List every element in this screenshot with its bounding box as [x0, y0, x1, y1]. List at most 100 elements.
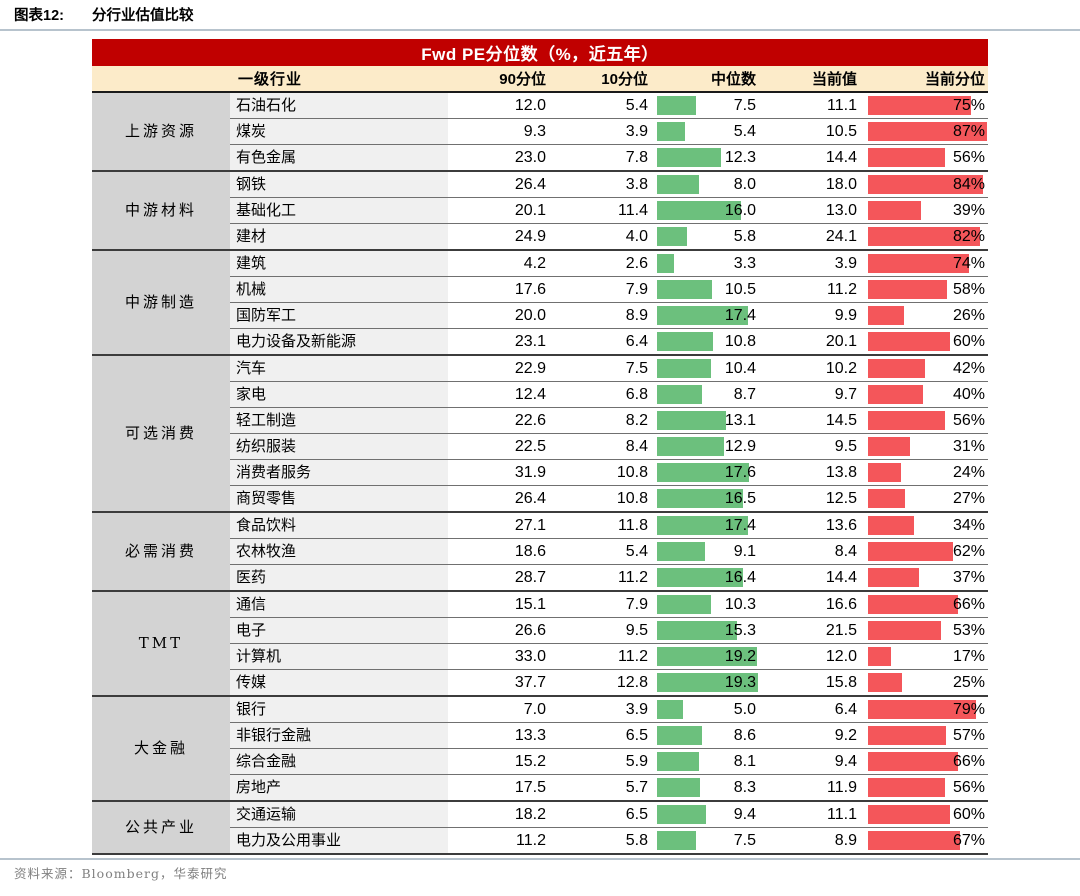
industry-cell: 交通运输 — [229, 801, 448, 828]
industry-cell: 有色金属 — [229, 144, 448, 172]
percentile-value: 39% — [953, 202, 986, 219]
percentile-value: 57% — [953, 727, 986, 744]
sector-cell: 上游资源 — [91, 92, 230, 172]
percentile-value: 74% — [953, 255, 986, 272]
industry-cell: 商贸零售 — [229, 485, 448, 513]
industry-cell: 非银行金融 — [229, 722, 448, 749]
col-header-industry: 一级行业 — [91, 66, 448, 93]
median-cell: 9.1 — [654, 538, 760, 565]
sector-cell: 中游材料 — [91, 171, 230, 251]
percentile-bar — [867, 254, 970, 273]
percentile-value: 67% — [953, 832, 986, 849]
percentile-value: 56% — [953, 779, 986, 796]
median-bar — [656, 647, 758, 666]
percentile-bar-track — [867, 831, 987, 850]
percentile-bar — [867, 306, 904, 325]
percentile-bar — [867, 148, 945, 167]
percentile-value: 37% — [953, 569, 986, 586]
median-bar — [656, 463, 750, 482]
industry-cell: 传媒 — [229, 669, 448, 697]
percentile-cell: 74% — [859, 250, 989, 277]
median-value: 19.3 — [724, 674, 756, 691]
p10-value: 3.9 — [559, 118, 655, 145]
percentile-bar — [867, 201, 922, 220]
percentile-bar — [867, 359, 926, 378]
table-row: 综合金融 15.2 5.9 8.1 9.4 66% — [92, 748, 989, 775]
percentile-bar-track — [867, 122, 988, 141]
current-value: 12.0 — [759, 643, 860, 670]
current-value: 9.7 — [759, 381, 860, 408]
p10-value: 7.5 — [559, 355, 655, 382]
median-value: 10.8 — [724, 333, 756, 350]
p90-value: 28.7 — [447, 564, 560, 592]
median-bar — [656, 726, 702, 745]
table-row: 电力及公用事业 11.2 5.8 7.5 8.9 67% — [92, 827, 989, 855]
percentile-value: 79% — [953, 701, 986, 718]
p90-value: 26.4 — [447, 485, 560, 513]
percentile-cell: 31% — [859, 433, 989, 460]
industry-cell: 建材 — [229, 223, 448, 251]
current-value: 9.4 — [759, 748, 860, 775]
percentile-cell: 66% — [859, 591, 989, 618]
median-cell: 16.0 — [654, 197, 760, 224]
percentile-bar-track — [867, 306, 987, 325]
p90-value: 33.0 — [447, 643, 560, 670]
p90-value: 18.6 — [447, 538, 560, 565]
current-value: 10.5 — [759, 118, 860, 145]
current-value: 15.8 — [759, 669, 860, 697]
table-title: Fwd PE分位数（%，近五年） — [91, 39, 989, 66]
median-cell: 16.5 — [654, 485, 760, 513]
median-cell: 8.1 — [654, 748, 760, 775]
median-bar-track — [656, 621, 758, 640]
percentile-value: 62% — [953, 543, 986, 560]
industry-cell: 通信 — [229, 591, 448, 618]
table-row: 电子 26.6 9.5 15.3 21.5 53% — [92, 617, 989, 644]
table-row: 公共产业 交通运输 18.2 6.5 9.4 11.1 60% — [91, 801, 989, 855]
percentile-bar-track — [867, 621, 987, 640]
table-row: 基础化工 20.1 11.4 16.0 13.0 39% — [92, 197, 989, 224]
p90-value: 11.2 — [447, 827, 560, 855]
p10-value: 10.8 — [559, 485, 655, 513]
percentile-cell: 24% — [859, 459, 989, 486]
median-cell: 10.5 — [654, 276, 760, 303]
median-cell: 15.3 — [654, 617, 760, 644]
sector-cell: 公共产业 — [91, 801, 230, 855]
table-row: 消费者服务 31.9 10.8 17.6 13.8 24% — [92, 459, 989, 486]
median-bar-track — [656, 752, 758, 771]
industry-cell: 基础化工 — [229, 197, 448, 224]
p10-value: 3.8 — [559, 171, 655, 198]
percentile-bar — [867, 568, 919, 587]
p10-value: 7.9 — [559, 276, 655, 303]
percentile-bar-track — [867, 411, 987, 430]
p90-value: 31.9 — [447, 459, 560, 486]
median-bar-track — [656, 96, 758, 115]
median-cell: 17.6 — [654, 459, 760, 486]
median-bar-track — [656, 568, 758, 587]
table-row: 煤炭 9.3 3.9 5.4 10.5 87% — [92, 118, 989, 145]
percentile-bar — [867, 831, 960, 850]
table-row: 大金融 银行 7.0 3.9 5.0 6.4 79% — [91, 696, 989, 802]
median-bar-track — [656, 280, 758, 299]
median-cell: 5.4 — [654, 118, 760, 145]
p10-value: 10.8 — [559, 459, 655, 486]
p90-value: 18.2 — [447, 801, 560, 828]
median-value: 5.4 — [733, 123, 756, 140]
median-value: 9.4 — [733, 806, 756, 823]
p10-value: 7.8 — [559, 144, 655, 172]
current-value: 12.5 — [759, 485, 860, 513]
industry-cell: 建筑 — [229, 250, 448, 277]
percentile-cell: 56% — [859, 144, 989, 172]
current-value: 11.9 — [759, 774, 860, 802]
median-bar — [656, 254, 675, 273]
median-value: 17.4 — [724, 307, 756, 324]
table-row: 农林牧渔 18.6 5.4 9.1 8.4 62% — [92, 538, 989, 565]
median-cell: 5.8 — [654, 223, 760, 251]
percentile-bar-track — [867, 437, 987, 456]
percentile-cell: 40% — [859, 381, 989, 408]
current-value: 13.6 — [759, 512, 860, 539]
percentile-bar — [867, 778, 945, 797]
percentile-bar-track — [867, 254, 987, 273]
percentile-bar-track — [867, 96, 987, 115]
table-row: 传媒 37.7 12.8 19.3 15.8 25% — [92, 669, 989, 697]
current-value: 14.4 — [759, 564, 860, 592]
